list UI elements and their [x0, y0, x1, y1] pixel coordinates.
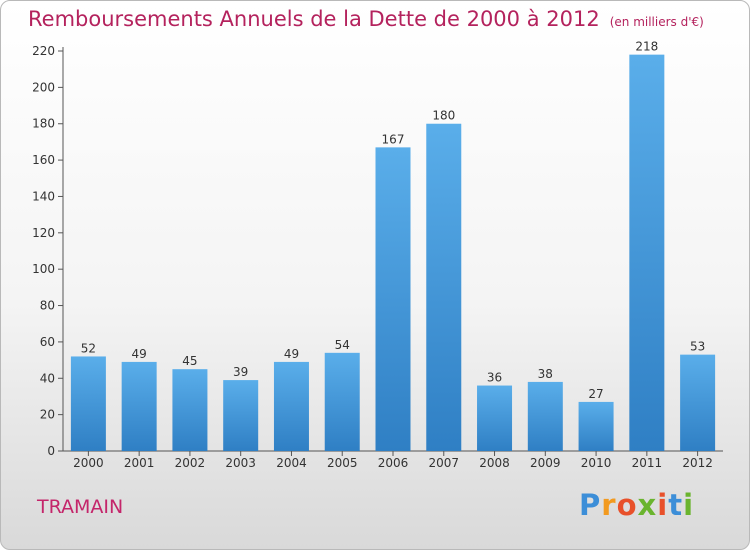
logo-letter: r — [601, 488, 617, 522]
bar-2011 — [629, 54, 665, 452]
x-tick-label: 2008 — [479, 456, 510, 470]
data-label-2009: 38 — [538, 367, 553, 381]
chart-title-text: Remboursements Annuels de la Dette de 20… — [28, 7, 600, 31]
logo-letter: t — [668, 488, 684, 522]
proxiti-logo: Proxiti — [579, 488, 694, 522]
x-tick-label: 2010 — [581, 456, 612, 470]
commune-name: TRAMAIN — [37, 496, 124, 518]
bar-2010 — [578, 401, 614, 451]
data-label-2011: 218 — [635, 40, 658, 54]
x-tick-label: 2002 — [175, 456, 206, 470]
data-label-2004: 49 — [284, 347, 299, 361]
data-label-2006: 167 — [382, 132, 405, 146]
chart-title: Remboursements Annuels de la Dette de 20… — [28, 7, 704, 31]
logo-letter: P — [579, 488, 602, 522]
data-label-2001: 49 — [132, 347, 147, 361]
logo-letter: x — [637, 488, 658, 522]
data-label-2007: 180 — [432, 109, 455, 123]
x-tick-label: 2004 — [276, 456, 307, 470]
y-tick-label: 200 — [32, 80, 55, 94]
bar-2006 — [375, 147, 411, 451]
data-label-2005: 54 — [335, 338, 350, 352]
y-tick-label: 100 — [32, 262, 55, 276]
data-label-2000: 52 — [81, 341, 96, 355]
y-tick-label: 20 — [40, 408, 55, 422]
y-tick-label: 140 — [32, 189, 55, 203]
data-label-2002: 45 — [182, 354, 197, 368]
data-label-2010: 27 — [588, 387, 603, 401]
bar-2003 — [223, 380, 259, 451]
bar-2009 — [527, 381, 563, 451]
y-tick-label: 180 — [32, 117, 55, 131]
x-tick-label: 2007 — [428, 456, 459, 470]
y-tick-label: 160 — [32, 153, 55, 167]
y-tick-label: 0 — [47, 444, 55, 458]
y-tick-label: 120 — [32, 226, 55, 240]
x-tick-label: 2011 — [632, 456, 663, 470]
x-tick-label: 2006 — [378, 456, 409, 470]
x-tick-label: 2005 — [327, 456, 358, 470]
bar-2000 — [70, 356, 106, 451]
bar-2007 — [426, 123, 462, 452]
data-label-2008: 36 — [487, 371, 502, 385]
unit-note: (en milliers d'€) — [609, 15, 704, 29]
y-tick-label: 80 — [40, 299, 55, 313]
data-labels: 52 49 45 39 49 54 167 180 36 38 27 218 53 — [81, 40, 706, 401]
data-label-2003: 39 — [233, 365, 248, 379]
x-tick-label: 2000 — [73, 456, 104, 470]
bar-2002 — [172, 369, 208, 451]
bar-2008 — [477, 385, 513, 451]
axes: 0 20 40 60 80 100 120 140 160 180 200 220 2000 2001 20… — [32, 44, 723, 470]
bar-2004 — [273, 361, 309, 451]
bar-2005 — [324, 352, 360, 451]
y-tick-label: 60 — [40, 335, 55, 349]
bar-2012 — [680, 354, 716, 451]
logo-letter: i — [683, 488, 695, 522]
y-tick-label: 220 — [32, 44, 55, 58]
y-tick-label: 40 — [40, 371, 55, 385]
x-tick-label: 2001 — [124, 456, 155, 470]
bars — [70, 54, 716, 452]
data-label-2012: 53 — [690, 340, 705, 354]
logo-letter: o — [616, 488, 638, 522]
logo-letter: i — [657, 488, 669, 522]
x-tick-label: 2003 — [225, 456, 256, 470]
x-tick-label: 2012 — [682, 456, 713, 470]
x-tick-label: 2009 — [530, 456, 561, 470]
bar-2001 — [121, 361, 157, 451]
